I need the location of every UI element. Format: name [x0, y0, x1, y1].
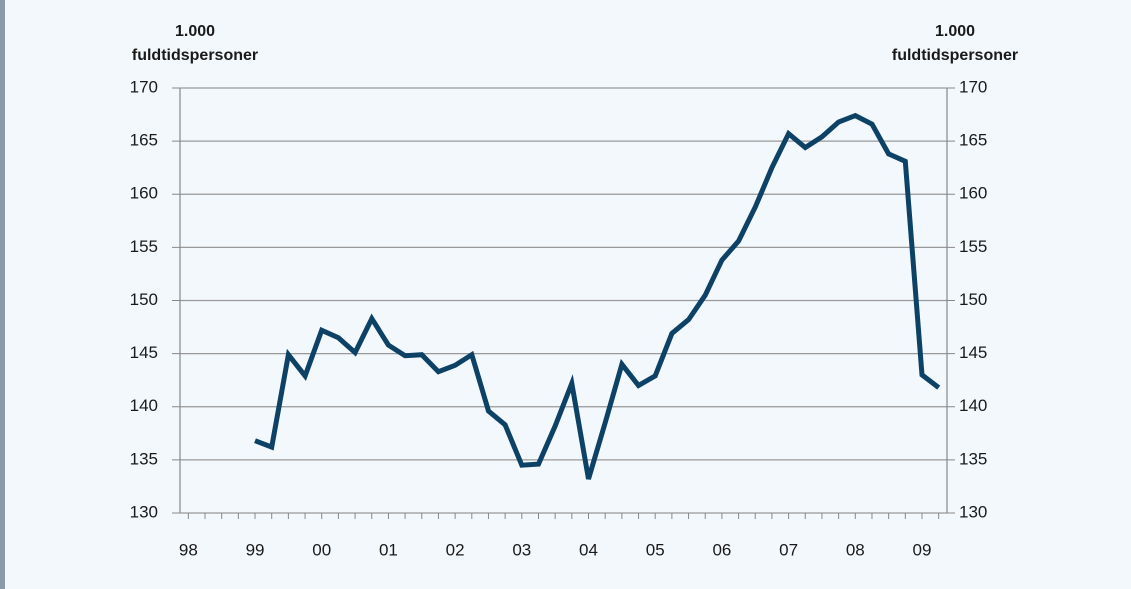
y-tick-label: 170 — [130, 77, 158, 96]
y2-tick-label: 160 — [959, 184, 987, 203]
y2-tick-label: 145 — [959, 343, 987, 362]
left-border — [0, 0, 5, 589]
x-tick-label: 05 — [646, 540, 665, 559]
x-tick-label: 09 — [913, 540, 932, 559]
y2-tick-label: 130 — [959, 502, 987, 521]
x-tick-label: 03 — [512, 540, 531, 559]
x-tick-label: 01 — [379, 540, 398, 559]
x-tick-label: 99 — [246, 540, 265, 559]
x-tick-label: 00 — [312, 540, 331, 559]
y2-tick-label: 135 — [959, 449, 987, 468]
y-tick-label: 145 — [130, 343, 158, 362]
y-tick-label: 165 — [130, 131, 158, 150]
y2-axis-label: fuldtidspersoner — [892, 47, 1018, 64]
y2-tick-label: 165 — [959, 131, 987, 150]
line-series — [254, 112, 941, 480]
y2-tick-label: 150 — [959, 290, 987, 309]
x-tick-label: 08 — [846, 540, 865, 559]
y-tick-label: 160 — [130, 184, 158, 203]
x-tick-label: 06 — [712, 540, 731, 559]
x-tick-label: 02 — [446, 540, 465, 559]
y-tick-label: 135 — [130, 449, 158, 468]
x-tick-label: 07 — [779, 540, 798, 559]
y2-tick-label: 140 — [959, 396, 987, 415]
y-axis-label: fuldtidspersoner — [132, 47, 258, 64]
y-tick-label: 155 — [130, 237, 158, 256]
y-tick-label: 130 — [130, 502, 158, 521]
y2-axis-label: 1.000 — [935, 23, 975, 40]
y-axis-label: 1.000 — [175, 23, 215, 40]
y2-tick-label: 170 — [959, 77, 987, 96]
y2-tick-label: 155 — [959, 237, 987, 256]
x-tick-label: 98 — [179, 540, 198, 559]
x-tick-label: 04 — [579, 540, 598, 559]
y-tick-label: 140 — [130, 396, 158, 415]
y-tick-label: 150 — [130, 290, 158, 309]
